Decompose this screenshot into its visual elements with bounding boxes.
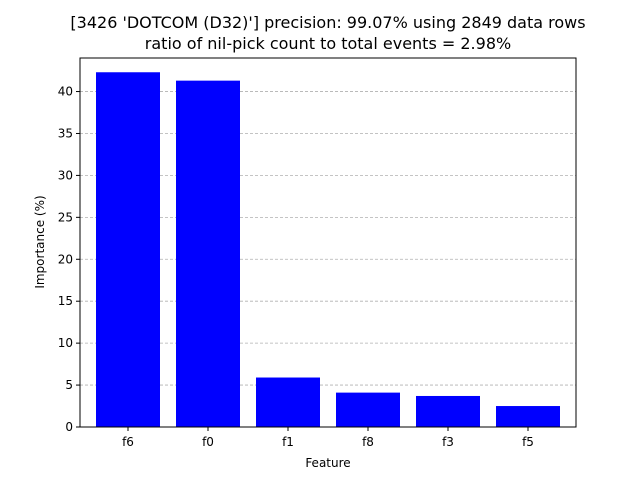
- x-tick-label-f3: f3: [442, 435, 454, 449]
- y-tick-label: 25: [58, 210, 73, 224]
- x-axis: f6 f0 f1 f8 f3 f5: [122, 427, 534, 449]
- y-tick-label: 15: [58, 294, 73, 308]
- y-axis-label: Importance (%): [33, 195, 47, 288]
- x-tick-label-f8: f8: [362, 435, 374, 449]
- y-tick-label: 5: [65, 378, 73, 392]
- chart-title: [3426 'DOTCOM (D32)'] precision: 99.07% …: [70, 13, 585, 32]
- bar-f1: [256, 377, 320, 427]
- bar-f3: [416, 395, 480, 427]
- bar-f5: [496, 406, 560, 427]
- y-tick-label: 20: [58, 252, 73, 266]
- y-tick-label: 0: [65, 420, 73, 434]
- x-tick-label-f6: f6: [122, 435, 134, 449]
- bar-f6: [96, 72, 160, 427]
- x-tick-label-f5: f5: [522, 435, 534, 449]
- x-tick-label-f1: f1: [282, 435, 294, 449]
- gridlines: [80, 91, 576, 386]
- y-tick-label: 30: [58, 168, 73, 182]
- bars: [96, 72, 560, 427]
- x-axis-label: Feature: [305, 456, 350, 470]
- y-tick-label: 40: [58, 85, 73, 99]
- chart-subtitle: ratio of nil-pick count to total events …: [145, 34, 511, 53]
- bar-f0: [176, 80, 240, 427]
- y-axis: 0 5 10 15 20 25 30 35 40: [58, 85, 80, 434]
- y-tick-label: 35: [58, 126, 73, 140]
- plot-frame: [79, 57, 577, 428]
- x-tick-label-f0: f0: [202, 435, 214, 449]
- y-tick-label: 10: [58, 336, 73, 350]
- bar-f8: [336, 392, 400, 427]
